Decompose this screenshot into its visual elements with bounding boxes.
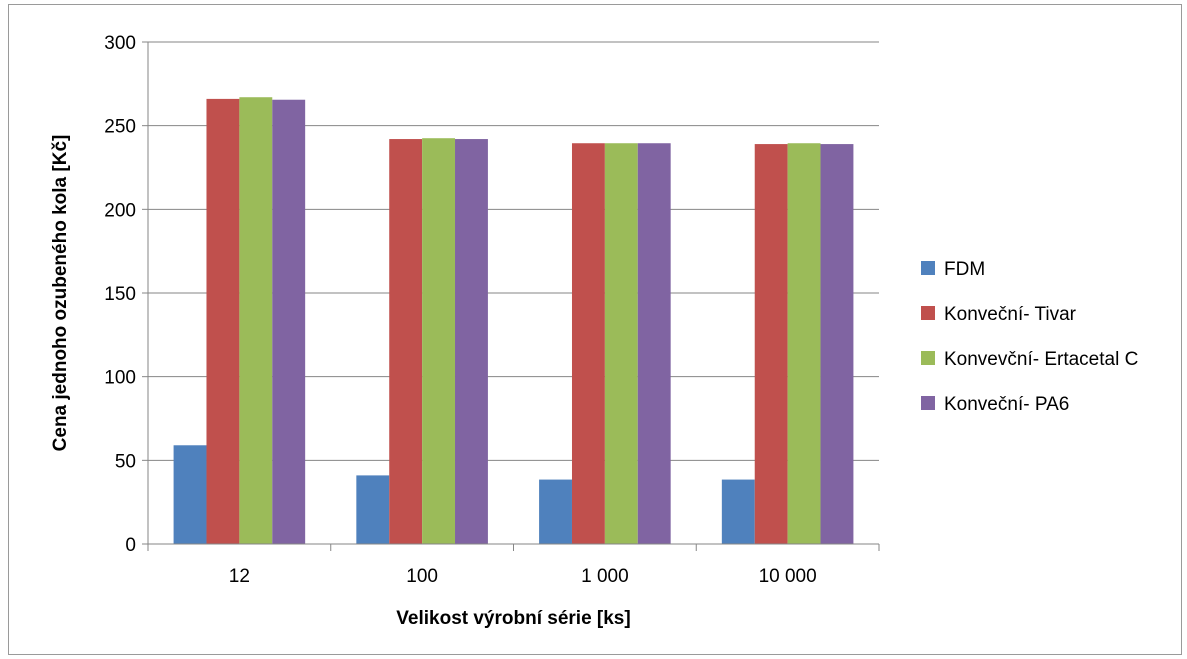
bar <box>539 479 572 544</box>
bar <box>206 98 240 544</box>
legend-label: Konveční- Tivar <box>944 304 1077 325</box>
bar <box>754 144 788 544</box>
bar <box>721 479 755 544</box>
legend-swatch <box>921 396 935 410</box>
bar <box>356 475 390 544</box>
y-tick-label: 200 <box>104 200 136 221</box>
y-tick-label: 150 <box>104 284 136 305</box>
legend-label: Konvevční- Ertacetal C <box>944 349 1138 370</box>
x-tick-label: 12 <box>229 566 250 587</box>
x-axis-title: Velikost výrobní série [ks] <box>396 608 630 629</box>
y-axis-ticks: 0 50 100 150 200 250 300 <box>104 33 148 556</box>
bar <box>239 97 273 544</box>
bar-series <box>173 97 854 544</box>
legend-label: Konveční- PA6 <box>944 394 1069 415</box>
bar <box>820 144 854 544</box>
bar <box>571 143 605 544</box>
bar <box>173 445 207 544</box>
y-tick-label: 250 <box>104 117 136 138</box>
x-axis-ticks: 12 100 1 000 10 000 <box>147 544 880 587</box>
bar <box>787 143 821 544</box>
legend-swatch <box>921 351 935 365</box>
x-tick-label: 10 000 <box>759 566 817 587</box>
bar <box>604 143 638 544</box>
y-tick-label: 0 <box>125 535 136 556</box>
y-axis-title: Cena jednoho ozubeného kola [Kč] <box>50 135 71 452</box>
bar <box>422 138 456 544</box>
x-tick-label: 100 <box>406 566 438 587</box>
legend: FDM Konveční- Tivar Konvevční- Ertacetal C… <box>921 259 1138 415</box>
bar <box>272 99 306 544</box>
bar <box>389 139 423 544</box>
x-tick-label: 1 000 <box>581 566 629 587</box>
y-tick-label: 300 <box>104 33 136 54</box>
bar <box>455 139 488 544</box>
bar <box>637 143 671 544</box>
legend-swatch <box>921 261 935 275</box>
y-tick-label: 100 <box>104 368 136 389</box>
y-tick-label: 50 <box>115 451 136 472</box>
legend-swatch <box>921 306 935 320</box>
legend-label: FDM <box>944 259 985 280</box>
